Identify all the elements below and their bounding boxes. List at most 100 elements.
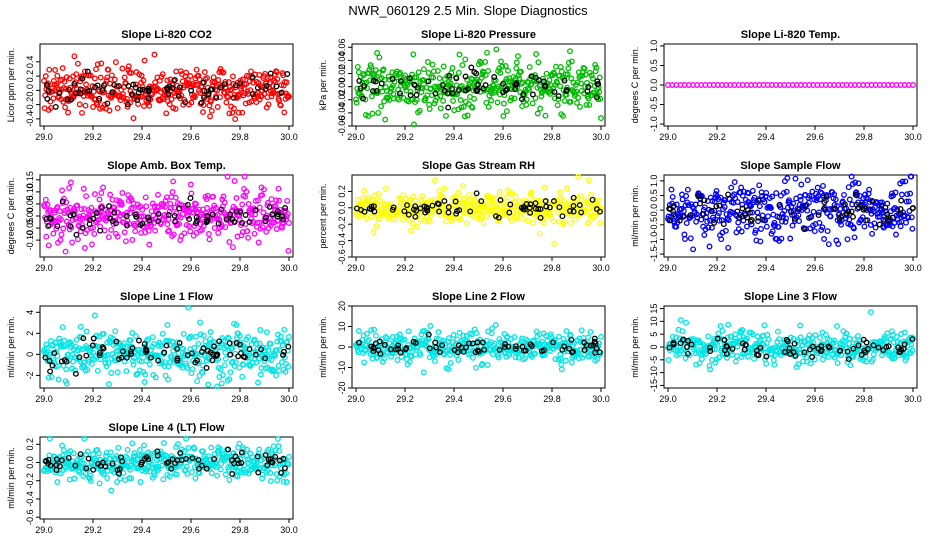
data-point [204,205,211,211]
data-point [281,109,288,116]
data-point [382,185,389,192]
y-tick-label: 0.04 [337,52,347,70]
data-point [155,191,161,198]
data-point [509,190,516,197]
data-point [106,107,113,114]
y-tick-label: 0.0 [25,456,35,469]
data-point [575,94,582,101]
detail-point [218,206,225,213]
detail-point [850,345,857,352]
data-point [58,231,65,238]
data-point [119,190,126,196]
data-point [50,95,57,102]
data-point [498,58,504,65]
data-point [226,239,233,245]
data-point [581,65,588,72]
data-point [110,335,116,342]
data-point [492,322,499,329]
detail-point [44,81,50,88]
data-point [129,205,136,212]
detail-point [174,345,181,352]
data-point [719,327,726,334]
detail-point [168,465,175,472]
data-point [756,203,763,210]
data-point [701,204,708,211]
detail-point [205,91,212,98]
detail-point [747,218,754,225]
detail-point [238,350,244,357]
detail-point [570,202,577,209]
x-tick-label: 30.0 [280,263,298,273]
x-tick-label: 29.4 [133,263,151,273]
data-point [203,196,210,203]
data-point [242,193,249,200]
data-point [458,82,465,89]
y-axis-label: degrees C per min. [630,47,640,124]
detail-point [708,208,715,215]
detail-point [177,449,184,456]
data-point [491,340,498,347]
detail-point [456,86,462,93]
detail-point [161,349,168,356]
data-point [160,476,167,483]
detail-point [680,336,687,343]
data-point [535,59,542,66]
data-point [221,199,228,206]
plot-frame [39,436,294,520]
detail-point [736,214,742,221]
x-tick-label: 29.8 [231,132,249,142]
data-point [284,197,291,204]
data-point [68,224,75,231]
x-tick-label: 29.2 [396,263,414,273]
data-point [157,448,164,455]
detail-point [435,201,442,208]
detail-point [389,76,396,82]
detail-point [267,70,274,77]
detail-point [113,338,120,345]
detail-point [209,351,216,358]
data-point [226,110,233,117]
data-point [483,213,490,220]
data-point [124,95,130,102]
detail-point [56,90,63,97]
data-point [255,239,262,246]
data-point [217,446,223,452]
data-point [734,199,741,205]
data-point [905,214,912,221]
data-point [469,354,476,361]
data-point [235,109,242,116]
data-point [420,66,427,73]
data-point [588,72,595,79]
data-point [377,197,383,204]
data-point [166,227,173,234]
detail-point [68,96,74,103]
data-point [172,92,178,99]
data-point [191,445,198,452]
data-point [90,349,97,356]
data-point [409,220,416,227]
detail-point [753,347,760,354]
data-point [904,191,911,198]
data-point [61,337,68,344]
data-point [238,232,245,239]
data-point [72,367,78,374]
data-point [227,369,234,376]
data-point [503,108,510,115]
data-point [568,359,575,366]
detail-point [687,212,694,219]
detail-point [187,195,194,202]
data-point [257,371,264,378]
data-point [853,189,860,196]
data-point [725,321,732,328]
data-point [155,467,161,473]
data-point [593,64,600,71]
data-point [56,208,63,215]
data-point [478,74,485,81]
detail-point [72,370,79,377]
x-tick-label: 30.0 [592,263,610,273]
data-point [256,340,263,347]
data-point [54,203,61,210]
data-point [354,63,361,70]
detail-point [512,346,519,352]
data-point [129,330,136,336]
